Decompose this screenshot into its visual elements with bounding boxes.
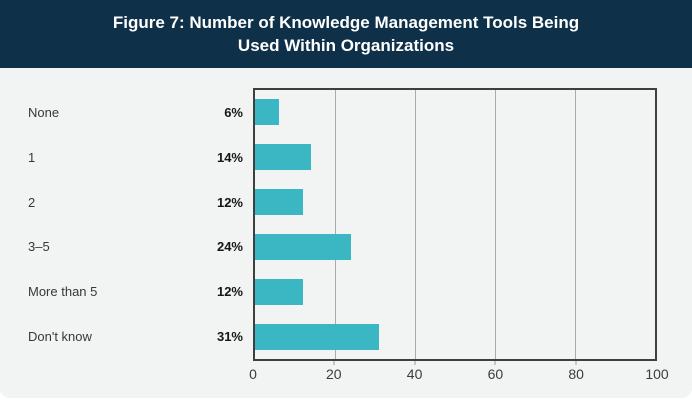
value-label: 31% — [216, 329, 243, 345]
figure-title: Figure 7: Number of Knowledge Management… — [112, 13, 580, 55]
axis-tick-label: 20 — [326, 366, 342, 382]
category-row: 1 14% — [0, 135, 253, 180]
bar — [255, 99, 279, 126]
category-row: None 6% — [0, 90, 253, 135]
chart-area: None 6% 1 14% 2 12% 3–5 24% More than 5 12% Don't … — [0, 68, 692, 398]
gridline — [575, 90, 576, 359]
value-label: 12% — [216, 194, 243, 210]
category-labels: None 6% 1 14% 2 12% 3–5 24% More than 5 12% Don't … — [0, 90, 253, 359]
category-label: More than 5 — [28, 284, 98, 300]
figure-title-bar: Figure 7: Number of Knowledge Management… — [0, 0, 692, 68]
category-label: Don't know — [28, 329, 92, 345]
value-label: 14% — [216, 149, 243, 165]
value-label: 12% — [216, 284, 243, 300]
category-row: 2 12% — [0, 180, 253, 225]
axis-tick-label: 60 — [487, 366, 504, 382]
category-row: 3–5 24% — [0, 225, 253, 270]
axis-tick-label: 80 — [568, 366, 584, 382]
category-label: None — [28, 104, 60, 120]
axis-tick — [494, 361, 496, 365]
axis-tick-label: 100 — [645, 366, 669, 382]
x-axis: 0 20 40 60 80 100 — [249, 361, 669, 385]
axis-tick-label: 0 — [249, 366, 257, 382]
axis-tick-label: 40 — [406, 366, 423, 382]
category-label: 3–5 — [28, 239, 50, 255]
axis-tick — [575, 361, 577, 365]
value-label: 24% — [216, 239, 243, 255]
value-label: 6% — [224, 104, 243, 120]
gridline — [495, 90, 496, 359]
gridline — [335, 90, 336, 359]
axis-tick — [414, 361, 416, 365]
bar — [255, 233, 351, 260]
category-row: More than 5 12% — [0, 269, 253, 314]
axis-tick — [333, 361, 335, 365]
bar — [255, 278, 303, 305]
category-label: 2 — [28, 194, 36, 210]
bar — [255, 323, 379, 350]
category-label: 1 — [28, 149, 36, 165]
plot-area — [253, 88, 657, 361]
category-row: Don't know 31% — [0, 314, 253, 359]
bar — [255, 189, 303, 216]
gridline — [415, 90, 416, 359]
bar — [255, 144, 311, 171]
